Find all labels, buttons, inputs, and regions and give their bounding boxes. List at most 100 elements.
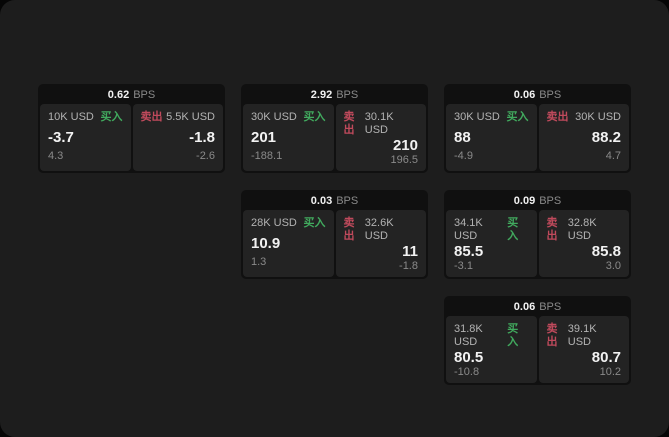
bps-header: 0.06 BPS	[446, 298, 629, 316]
sell-value: 88.2	[591, 128, 621, 146]
buy-amount-label: 28K USD	[251, 217, 297, 229]
buy-value: 201	[251, 128, 277, 146]
bps-header: 0.09 BPS	[446, 192, 629, 210]
quote-card: 0.09 BPS 34.1K USD 买入 85.5 -3.1 卖出 32.8K…	[444, 190, 631, 279]
quote-card: 0.06 BPS 31.8K USD 买入 80.5 -10.8 卖出 39.1…	[444, 296, 631, 385]
bps-value: 0.06	[513, 301, 536, 313]
buy-panel[interactable]: 10K USD 买入 -3.7 4.3	[40, 104, 131, 171]
buy-panel[interactable]: 34.1K USD 买入 85.5 -3.1	[446, 210, 537, 277]
buy-panel-top: 34.1K USD 买入	[454, 217, 529, 243]
buy-panel-top: 30K USD 买入	[454, 111, 529, 124]
card-body: 10K USD 买入 -3.7 4.3 卖出 5.5K USD -1.8 -2.…	[40, 104, 223, 171]
sell-panel-top: 卖出 39.1K USD	[547, 323, 622, 349]
bps-unit: BPS	[336, 195, 359, 207]
sell-delta: 10.2	[599, 366, 621, 378]
quote-card: 0.06 BPS 30K USD 买入 88 -4.9 卖出 30K USD 8…	[444, 84, 631, 173]
buy-delta: -3.1	[454, 260, 473, 272]
sell-tag: 卖出	[546, 323, 558, 348]
sell-amount-label: 5.5K USD	[166, 111, 215, 123]
buy-value: 85.5	[454, 243, 484, 260]
sell-delta: 196.5	[390, 154, 418, 166]
sell-value: 210	[392, 137, 418, 154]
sell-amount-label: 32.6K USD	[364, 217, 394, 242]
buy-panel-top: 10K USD 买入	[48, 111, 123, 124]
sell-tag: 卖出	[546, 217, 558, 242]
buy-panel[interactable]: 28K USD 买入 10.9 1.3	[243, 210, 334, 277]
sell-panel[interactable]: 卖出 30K USD 88.2 4.7	[538, 104, 629, 171]
buy-value: 80.5	[454, 349, 484, 366]
buy-amount-label: 10K USD	[48, 111, 94, 123]
buy-tag: 买入	[507, 323, 519, 348]
buy-tag: 买入	[100, 111, 123, 123]
bps-header: 0.06 BPS	[446, 86, 629, 104]
sell-delta: 3.0	[605, 260, 621, 272]
sell-panel[interactable]: 卖出 39.1K USD 80.7 10.2	[538, 316, 629, 383]
sell-tag: 卖出	[343, 217, 355, 242]
buy-panel[interactable]: 30K USD 买入 88 -4.9	[446, 104, 537, 171]
sell-delta: -1.8	[399, 260, 418, 272]
quote-card: 0.62 BPS 10K USD 买入 -3.7 4.3 卖出 5.5K USD…	[38, 84, 225, 173]
buy-value: 10.9	[251, 234, 281, 252]
sell-amount-label: 30K USD	[575, 111, 621, 123]
buy-tag: 买入	[506, 111, 529, 123]
buy-delta: -188.1	[251, 150, 283, 162]
bps-value: 0.03	[310, 195, 333, 207]
sell-panel[interactable]: 卖出 32.8K USD 85.8 3.0	[538, 210, 629, 277]
buy-delta: -10.8	[454, 366, 480, 378]
card-body: 34.1K USD 买入 85.5 -3.1 卖出 32.8K USD 85.8…	[446, 210, 629, 277]
bps-unit: BPS	[539, 89, 562, 101]
buy-delta: -4.9	[454, 150, 473, 162]
buy-amount-label: 30K USD	[251, 111, 297, 123]
bps-unit: BPS	[539, 301, 562, 313]
sell-amount-label: 32.8K USD	[567, 217, 597, 242]
buy-panel[interactable]: 31.8K USD 买入 80.5 -10.8	[446, 316, 537, 383]
buy-tag: 买入	[303, 217, 326, 229]
sell-panel-top: 卖出 5.5K USD	[141, 111, 216, 124]
sell-tag: 卖出	[546, 111, 569, 123]
sell-value: 85.8	[591, 243, 621, 260]
sell-value: -1.8	[189, 128, 215, 146]
quote-card: 0.03 BPS 28K USD 买入 10.9 1.3 卖出 32.6K US…	[241, 190, 428, 279]
card-body: 30K USD 买入 88 -4.9 卖出 30K USD 88.2 4.7	[446, 104, 629, 171]
buy-amount-label: 34.1K USD	[454, 217, 483, 242]
sell-amount-label: 39.1K USD	[567, 323, 597, 348]
sell-panel[interactable]: 卖出 32.6K USD 11 -1.8	[335, 210, 426, 277]
sell-delta: 4.7	[605, 150, 621, 162]
buy-panel-top: 31.8K USD 买入	[454, 323, 529, 349]
sell-delta: -2.6	[196, 150, 215, 162]
sell-value: 11	[402, 243, 418, 260]
buy-value: 88	[454, 128, 471, 146]
buy-amount-label: 30K USD	[454, 111, 500, 123]
buy-delta: 1.3	[251, 256, 267, 268]
buy-tag: 买入	[303, 111, 326, 123]
buy-delta: 4.3	[48, 150, 64, 162]
sell-tag: 卖出	[343, 111, 355, 136]
sell-panel-top: 卖出 32.8K USD	[547, 217, 622, 243]
sell-panel[interactable]: 卖出 30.1K USD 210 196.5	[335, 104, 426, 171]
sell-panel-top: 卖出 32.6K USD	[344, 217, 419, 243]
bps-unit: BPS	[336, 89, 359, 101]
buy-value: -3.7	[48, 128, 74, 146]
bps-value: 2.92	[310, 89, 333, 101]
card-body: 30K USD 买入 201 -188.1 卖出 30.1K USD 210 1…	[243, 104, 426, 171]
sell-panel[interactable]: 卖出 5.5K USD -1.8 -2.6	[132, 104, 223, 171]
buy-amount-label: 31.8K USD	[454, 323, 483, 348]
bps-value: 0.06	[513, 89, 536, 101]
sell-value: 80.7	[591, 349, 621, 366]
sell-panel-top: 卖出 30.1K USD	[344, 111, 419, 137]
bps-value: 0.09	[513, 195, 536, 207]
cards-grid: 0.62 BPS 10K USD 买入 -3.7 4.3 卖出 5.5K USD…	[38, 84, 631, 385]
buy-panel-top: 28K USD 买入	[251, 217, 326, 230]
bps-header: 0.62 BPS	[40, 86, 223, 104]
sell-tag: 卖出	[140, 111, 163, 123]
card-body: 31.8K USD 买入 80.5 -10.8 卖出 39.1K USD 80.…	[446, 316, 629, 383]
quote-card: 2.92 BPS 30K USD 买入 201 -188.1 卖出 30.1K …	[241, 84, 428, 173]
buy-panel-top: 30K USD 买入	[251, 111, 326, 124]
buy-tag: 买入	[507, 217, 519, 242]
bps-value: 0.62	[107, 89, 130, 101]
card-body: 28K USD 买入 10.9 1.3 卖出 32.6K USD 11 -1.8	[243, 210, 426, 277]
bps-unit: BPS	[133, 89, 156, 101]
buy-panel[interactable]: 30K USD 买入 201 -188.1	[243, 104, 334, 171]
